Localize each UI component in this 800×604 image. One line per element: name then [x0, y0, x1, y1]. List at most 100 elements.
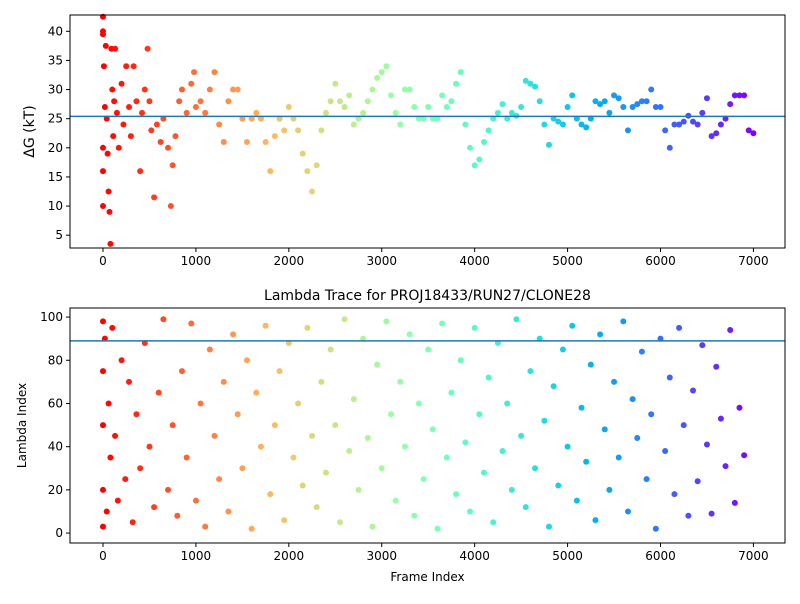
data-point: [397, 121, 404, 128]
data-point: [462, 439, 469, 446]
data-point: [313, 504, 320, 511]
data-point: [662, 127, 669, 134]
data-point: [499, 447, 506, 454]
data-point: [703, 441, 710, 448]
data-point: [101, 104, 108, 111]
data-point: [429, 426, 436, 433]
data-point: [244, 138, 251, 145]
data-point: [295, 400, 302, 407]
data-point: [299, 482, 306, 489]
data-point: [144, 45, 151, 52]
y-tick-label: 60: [48, 396, 63, 410]
data-point: [133, 98, 140, 105]
data-point: [346, 447, 353, 454]
data-point: [137, 168, 144, 175]
data-point: [601, 98, 608, 105]
y-tick-label: 20: [48, 483, 63, 497]
data-point: [717, 415, 724, 422]
data-point: [425, 104, 432, 111]
data-point: [304, 168, 311, 175]
data-point: [99, 318, 106, 325]
data-point: [457, 69, 464, 76]
x-tick-label: 3000: [366, 254, 397, 268]
data-point: [99, 486, 106, 493]
data-point: [564, 104, 571, 111]
data-point: [262, 322, 269, 329]
data-point: [569, 322, 576, 329]
data-point: [112, 45, 119, 52]
data-point: [169, 422, 176, 429]
data-point: [648, 411, 655, 418]
data-point: [480, 138, 487, 145]
data-point: [606, 109, 613, 116]
x-tick-label: 4000: [459, 549, 490, 563]
data-point: [130, 63, 137, 70]
x-tick-label: 2000: [274, 549, 305, 563]
plot-frame: [69, 14, 786, 249]
data-point: [615, 95, 622, 102]
data-point: [597, 101, 604, 108]
data-point: [374, 74, 381, 81]
data-point: [111, 98, 118, 105]
data-point: [690, 387, 697, 394]
data-point: [657, 104, 664, 111]
data-point: [592, 98, 599, 105]
data-point: [378, 69, 385, 76]
data-point: [188, 320, 195, 327]
data-point: [202, 109, 209, 116]
data-point: [285, 104, 292, 111]
data-point: [146, 98, 153, 105]
data-point: [127, 133, 134, 140]
data-point: [583, 124, 590, 131]
x-tick-label: 1000: [181, 254, 212, 268]
data-point: [383, 63, 390, 70]
data-point: [532, 465, 539, 472]
data-point: [420, 476, 427, 483]
data-point: [220, 138, 227, 145]
data-point: [133, 411, 140, 418]
data-point: [476, 156, 483, 163]
data-point: [137, 465, 144, 472]
data-point: [216, 121, 223, 128]
data-point: [406, 331, 413, 338]
data-point: [309, 432, 316, 439]
data-point: [587, 361, 594, 368]
data-point: [183, 454, 190, 461]
data-point: [611, 378, 618, 385]
data-point: [188, 80, 195, 87]
data-point: [178, 368, 185, 375]
data-point: [406, 86, 413, 93]
data-point: [629, 396, 636, 403]
data-point: [722, 115, 729, 122]
data-point: [638, 348, 645, 355]
data-point: [388, 411, 395, 418]
data-point: [234, 411, 241, 418]
data-point: [102, 42, 109, 49]
data-point: [508, 486, 515, 493]
data-point: [717, 121, 724, 128]
x-tick-label: 6000: [645, 254, 676, 268]
data-point: [118, 80, 125, 87]
data-point: [569, 92, 576, 99]
data-point: [139, 109, 146, 116]
data-point: [401, 443, 408, 450]
data-point: [745, 127, 752, 134]
data-point: [448, 389, 455, 396]
x-tick-label: 6000: [645, 549, 676, 563]
data-point: [109, 86, 116, 93]
data-point: [253, 109, 260, 116]
data-point: [624, 127, 631, 134]
data-point: [555, 482, 562, 489]
data-point: [216, 476, 223, 483]
plot-frame: [69, 307, 786, 544]
data-point: [99, 31, 106, 38]
data-point: [113, 109, 120, 116]
data-point: [192, 104, 199, 111]
data-point: [662, 447, 669, 454]
data-point: [615, 454, 622, 461]
y-tick-label: 15: [48, 170, 63, 184]
y-axis-label: Lambda Index: [15, 383, 29, 468]
data-point: [643, 476, 650, 483]
data-point: [485, 127, 492, 134]
data-point: [541, 417, 548, 424]
